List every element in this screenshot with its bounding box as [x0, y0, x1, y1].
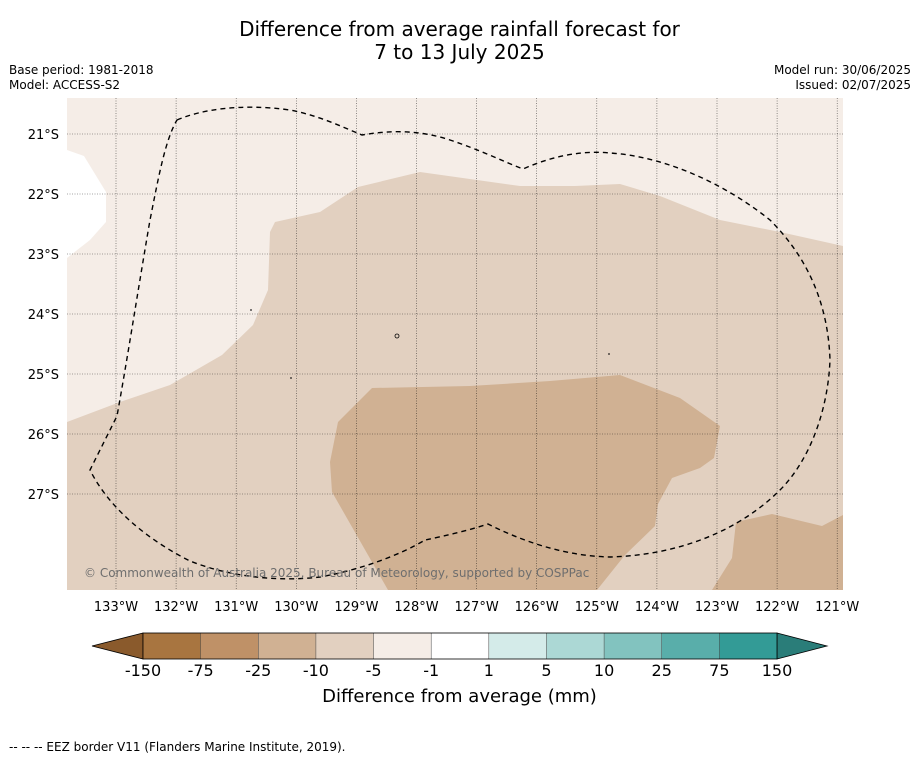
lon-label: 129°W: [334, 600, 378, 615]
footnote: -- -- -- EEZ border V11 (Flanders Marine…: [9, 740, 346, 754]
colorbar-tick-label: 10: [594, 661, 614, 680]
lon-label: 128°W: [394, 600, 438, 615]
lat-label: 27°S: [28, 488, 59, 503]
colorbar-tick-label: -5: [366, 661, 382, 680]
colorbar-tick-label: 5: [541, 661, 551, 680]
colorbar: -150 -75 -25 -10 -5 -1 1 5 10 25 75 150: [91, 632, 829, 680]
region-minus25-to-minus10: [330, 375, 720, 590]
title-line-2: 7 to 13 July 2025: [374, 40, 545, 64]
colorbar-segment: [488, 633, 547, 659]
lon-label: 127°W: [455, 600, 499, 615]
region-minus25-to-minus10-se: [712, 514, 843, 590]
colorbar-tick-label: -1: [423, 661, 439, 680]
colorbar-tick-label: -75: [188, 661, 214, 680]
gridlines: [67, 98, 843, 590]
colorbar-segment: [661, 633, 720, 659]
colorbar-tick-label: -10: [303, 661, 329, 680]
lon-label: 130°W: [274, 600, 318, 615]
colorbar-segment: [143, 633, 201, 659]
copyright-text: © Commonwealth of Australia 2025, Bureau…: [84, 566, 589, 580]
lat-label: 24°S: [28, 308, 59, 323]
colorbar-segment: [258, 633, 316, 659]
lat-label: 21°S: [28, 128, 59, 143]
eez-border: [89, 106, 831, 580]
colorbar-tick-label: 150: [762, 661, 793, 680]
lat-label: 23°S: [28, 248, 59, 263]
lon-label: 124°W: [635, 600, 679, 615]
colorbar-tick-label: 1: [484, 661, 494, 680]
meta-left: Base period: 1981-2018 Model: ACCESS-S2: [9, 63, 154, 93]
small-contours: [250, 309, 610, 379]
colorbar-segment: [373, 633, 432, 659]
colorbar-segment: [431, 633, 489, 659]
colorbar-segment: [546, 633, 605, 659]
lon-label: 131°W: [214, 600, 258, 615]
meta-right: Model run: 30/06/2025 Issued: 02/07/2025: [774, 63, 911, 93]
colorbar-segment: [315, 633, 374, 659]
colorbar-tick-label: -25: [245, 661, 271, 680]
lat-label: 25°S: [28, 368, 59, 383]
lat-label: 22°S: [28, 188, 59, 203]
map-title: Difference from average rainfall forecas…: [0, 18, 919, 64]
west-white-notch: [67, 150, 106, 258]
lon-label: 123°W: [695, 600, 739, 615]
colorbar-frame: [142, 632, 778, 660]
base-period: Base period: 1981-2018: [9, 63, 154, 77]
colorbar-extend-low: [91, 632, 144, 660]
colorbar-segment: [604, 633, 662, 659]
colorbar-title: Difference from average (mm): [322, 686, 597, 707]
lon-label: 126°W: [515, 600, 559, 615]
lat-label: 26°S: [28, 428, 59, 443]
colorbar-segment: [719, 633, 777, 659]
title-line-1: Difference from average rainfall forecas…: [239, 17, 680, 41]
lon-label: 122°W: [755, 600, 799, 615]
latitude-labels: 21°S 22°S 23°S 24°S 25°S 26°S 27°S: [28, 128, 59, 503]
model-run: Model run: 30/06/2025: [773, 63, 911, 77]
colorbar-segment: [200, 633, 259, 659]
colorbar-tick-label: 25: [652, 661, 672, 680]
map-plot-area: [67, 98, 843, 590]
issued-date: Issued: 02/07/2025: [795, 78, 911, 92]
lon-label: 132°W: [154, 600, 198, 615]
colorbar-tick-label: 75: [709, 661, 729, 680]
colorbar-tick-label: -150: [125, 661, 161, 680]
model-name: Model: ACCESS-S2: [9, 78, 121, 92]
lon-label: 121°W: [815, 600, 859, 615]
longitude-labels: 133°W 132°W 131°W 130°W 129°W 128°W 127°W 126°W…: [94, 600, 860, 615]
colorbar-extend-high: [776, 632, 829, 660]
lon-label: 133°W: [94, 600, 138, 615]
lon-label: 125°W: [575, 600, 619, 615]
